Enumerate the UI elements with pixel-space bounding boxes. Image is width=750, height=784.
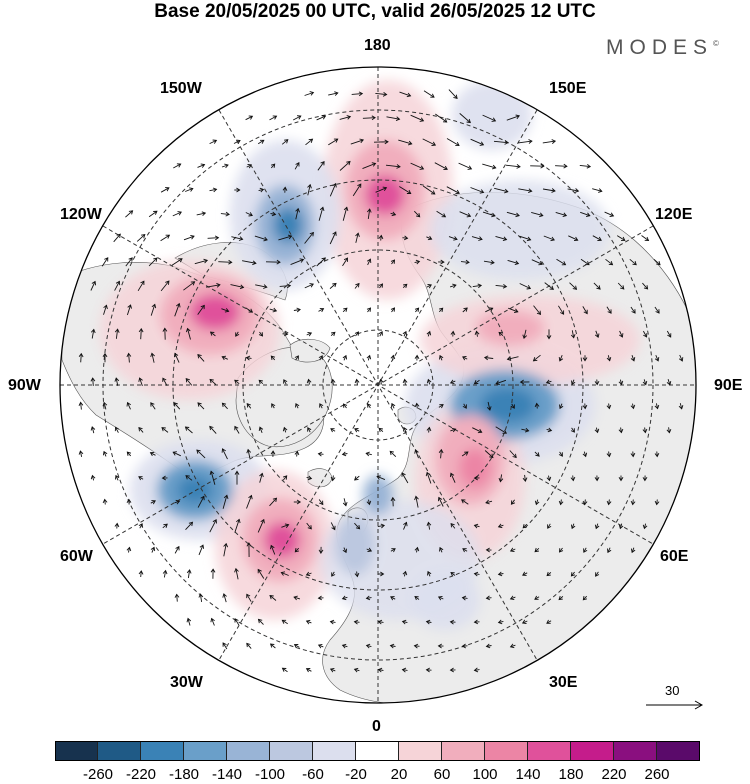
colorbar-tick-label: -180 [169, 766, 199, 783]
lon-label-150w: 150W [160, 80, 202, 98]
colorbar-tick-label: 220 [601, 766, 626, 783]
reference-vector-arrow [645, 698, 707, 712]
colorbar-tick-label: 180 [558, 766, 583, 783]
wind-vector [555, 166, 567, 167]
colorbar-frame [55, 741, 700, 761]
lon-label-90e: 90E [714, 377, 742, 395]
colorbar-tick-label: -20 [345, 766, 367, 783]
wind-vector [363, 118, 375, 119]
lon-label-120e: 120E [655, 206, 692, 224]
land-iceland [308, 469, 332, 487]
colorbar-tick-label: -220 [126, 766, 156, 783]
wind-vector [218, 262, 231, 263]
colorbar-tick-label: -140 [212, 766, 242, 783]
colorbar-tick-label: -100 [255, 766, 285, 783]
reference-vector-label: 30 [665, 683, 679, 698]
lon-label-120w: 120W [60, 206, 102, 224]
lon-label-60e: 60E [660, 548, 688, 566]
colorbar-tick-label: -260 [83, 766, 113, 783]
lon-label-0: 0 [372, 718, 381, 736]
lon-label-60w: 60W [60, 548, 93, 566]
colorbar-tick-label: -60 [302, 766, 324, 783]
lon-label-180: 180 [364, 37, 391, 55]
colorbar-tick-label: 260 [644, 766, 669, 783]
colorbar-tick-label: 100 [472, 766, 497, 783]
wind-vector [141, 329, 142, 339]
colorbar-tick-label: 20 [391, 766, 408, 783]
colorbar-tick-label: 60 [434, 766, 451, 783]
colorbar-tick-label: 140 [515, 766, 540, 783]
lon-label-90w: 90W [8, 377, 41, 395]
colorbar-tick-labels: -260 -220 -180 -140 -100 -60 -20 20 60 100 140 180 2… [0, 766, 750, 784]
lon-label-30e: 30E [549, 674, 577, 692]
lon-label-150e: 150E [549, 80, 586, 98]
lon-label-30w: 30W [170, 674, 203, 692]
wind-vector [208, 238, 219, 239]
